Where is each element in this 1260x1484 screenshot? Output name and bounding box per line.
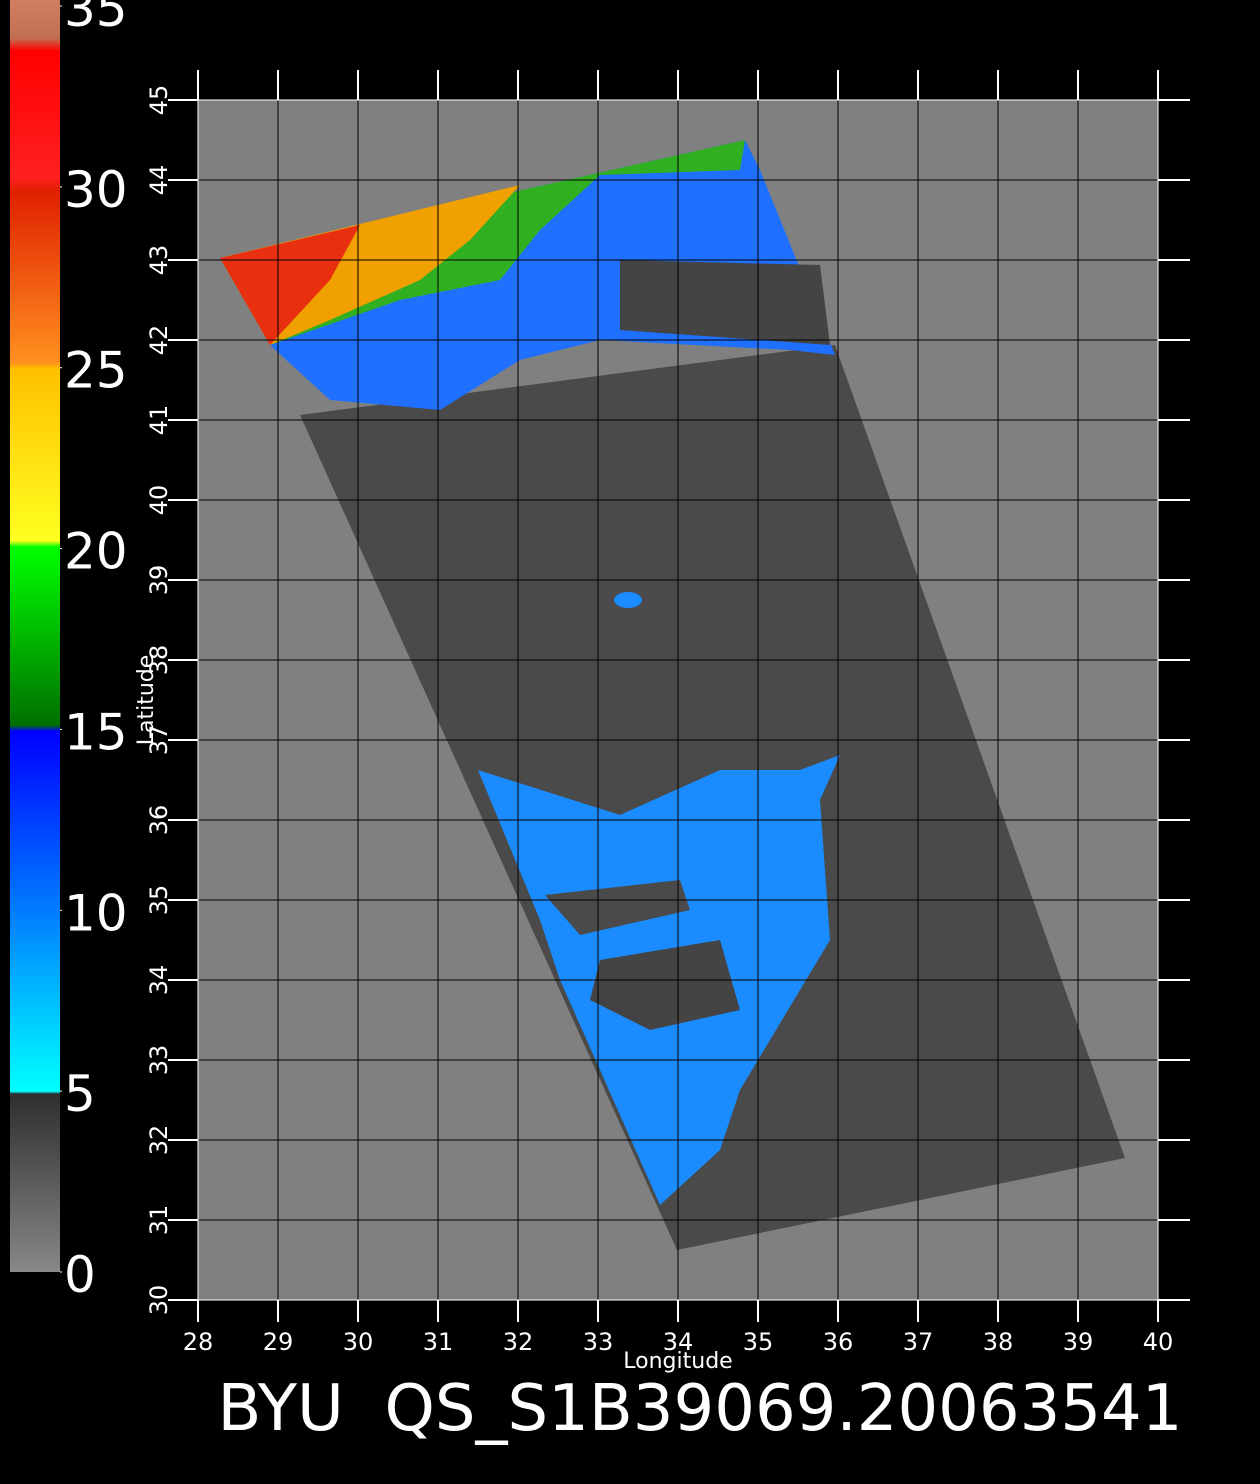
y-tick-label: 44 (145, 165, 173, 196)
colorbar-label: 5 (64, 1065, 96, 1123)
calm-region (620, 260, 830, 345)
colorbar-label: 30 (64, 161, 128, 219)
x-tick-label: 28 (183, 1328, 214, 1356)
x-tick-label: 39 (1063, 1328, 1094, 1356)
wind-region (220, 140, 835, 410)
wind-region (614, 592, 642, 608)
y-tick-label: 38 (145, 645, 173, 676)
y-tick-label: 32 (145, 1125, 173, 1156)
x-tick-label: 36 (823, 1328, 854, 1356)
colorbar-label: 25 (64, 342, 128, 400)
x-tick-label: 32 (503, 1328, 534, 1356)
y-tick-label: 41 (145, 405, 173, 436)
x-axis-label: Longitude (623, 1349, 732, 1374)
colorbar (10, 0, 60, 1272)
y-tick-label: 45 (145, 85, 173, 116)
x-tick-label: 30 (343, 1328, 374, 1356)
y-tick-label: 37 (145, 725, 173, 756)
wind-region (220, 225, 360, 345)
colorbar-label: 35 (64, 0, 128, 38)
y-tick-label: 30 (145, 1285, 173, 1316)
x-tick-label: 33 (583, 1328, 614, 1356)
y-tick-label: 36 (145, 805, 173, 836)
x-tick-label: 38 (983, 1328, 1014, 1356)
calm-region (545, 880, 690, 935)
x-tick-label: 34 (663, 1328, 694, 1356)
x-tick-label: 40 (1143, 1328, 1174, 1356)
plot-frame (197, 99, 1159, 1301)
x-tick-label: 29 (263, 1328, 294, 1356)
y-tick-label: 34 (145, 965, 173, 996)
colorbar-label: 20 (64, 523, 128, 581)
y-axis-label: Latitude (134, 655, 159, 746)
x-tick-label: 35 (743, 1328, 774, 1356)
y-tick-label: 31 (145, 1205, 173, 1236)
calm-region (590, 940, 740, 1030)
colorbar-label: 0 (64, 1246, 96, 1304)
x-tick-label: 31 (423, 1328, 454, 1356)
y-tick-label: 35 (145, 885, 173, 916)
y-tick-label: 43 (145, 245, 173, 276)
x-tick-label: 37 (903, 1328, 934, 1356)
y-tick-label: 33 (145, 1045, 173, 1076)
y-tick-label: 39 (145, 565, 173, 596)
title: BYU QS_S1B39069.20063541 (218, 1372, 1183, 1446)
colorbar-label: 10 (64, 884, 128, 942)
y-tick-label: 40 (145, 485, 173, 516)
colorbar-label: 15 (64, 703, 128, 761)
y-tick-label: 42 (145, 325, 173, 356)
